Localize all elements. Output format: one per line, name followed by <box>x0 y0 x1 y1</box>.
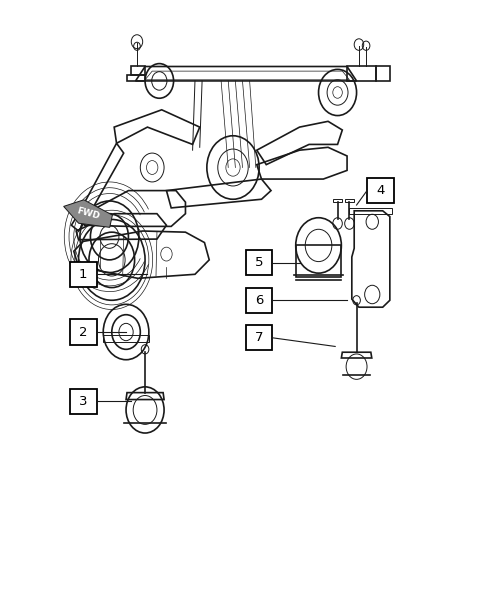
FancyBboxPatch shape <box>70 389 96 414</box>
Text: 6: 6 <box>255 294 263 307</box>
Text: 7: 7 <box>255 331 263 345</box>
Text: 1: 1 <box>79 268 87 281</box>
FancyBboxPatch shape <box>70 262 96 287</box>
Text: 3: 3 <box>79 395 87 408</box>
FancyBboxPatch shape <box>245 287 272 313</box>
Polygon shape <box>63 200 112 227</box>
FancyBboxPatch shape <box>245 250 272 276</box>
Text: FWD: FWD <box>76 206 100 221</box>
Text: 4: 4 <box>376 184 384 197</box>
Text: 5: 5 <box>255 256 263 269</box>
FancyBboxPatch shape <box>366 178 393 203</box>
FancyBboxPatch shape <box>245 325 272 350</box>
Text: 2: 2 <box>79 326 87 339</box>
FancyBboxPatch shape <box>70 319 96 345</box>
